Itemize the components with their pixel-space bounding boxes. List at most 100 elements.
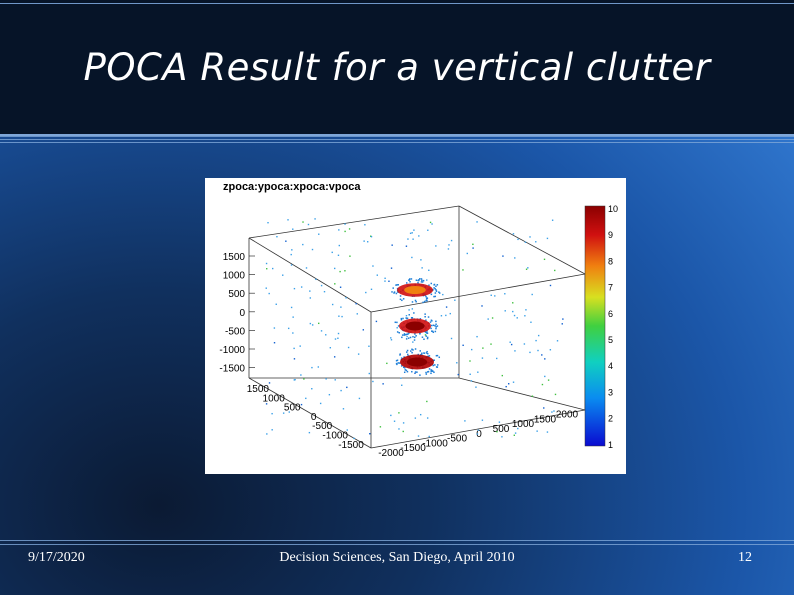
cluster-halo-point xyxy=(435,327,437,330)
cluster-halo-point xyxy=(432,331,435,334)
cluster-halo-point xyxy=(397,325,400,327)
cluster-halo-point xyxy=(400,317,403,320)
scatter-point xyxy=(323,290,326,293)
cluster-halo-point xyxy=(406,317,409,320)
scatter-point xyxy=(328,393,331,396)
scatter-point xyxy=(445,306,448,308)
color-scale-tick-label: 10 xyxy=(608,204,618,214)
cluster-halo-point xyxy=(394,321,397,324)
cluster-center xyxy=(404,285,426,295)
scatter-point xyxy=(549,284,552,287)
cluster-halo-point xyxy=(426,350,428,353)
scatter-point xyxy=(357,353,360,355)
y-tick-label: -500 xyxy=(312,421,332,432)
cluster-halo-point xyxy=(405,351,408,353)
color-scale-tick-label: 2 xyxy=(608,414,613,424)
scatter-point xyxy=(537,349,539,352)
scatter-point xyxy=(291,249,293,251)
scatter-point xyxy=(402,422,405,424)
scatter-point xyxy=(494,295,496,297)
cluster-halo-point xyxy=(412,335,414,338)
cluster-halo-point xyxy=(407,353,409,356)
cluster-halo-point xyxy=(425,352,428,354)
cluster-halo-point xyxy=(431,330,434,333)
cluster-halo-point xyxy=(403,356,405,358)
scatter-point xyxy=(551,411,553,413)
y-tick-label: 1000 xyxy=(263,393,286,404)
cluster-halo-point xyxy=(398,362,401,364)
cluster-halo-point xyxy=(426,297,428,299)
scatter-point xyxy=(331,303,334,306)
scatter-point xyxy=(426,417,429,419)
poca-3d-scatter-chart: zpoca:ypoca:xpoca:vpoca 150010005000-500… xyxy=(219,181,618,459)
scatter-point xyxy=(370,288,373,291)
scatter-point xyxy=(337,332,340,335)
scatter-point xyxy=(429,221,432,224)
cluster-halo-point xyxy=(420,278,423,280)
scatter-point xyxy=(290,253,292,256)
cluster-halo-point xyxy=(425,295,427,298)
scatter-point xyxy=(390,414,392,417)
scatter-point xyxy=(390,267,393,269)
scatter-point xyxy=(447,248,450,250)
scatter-point xyxy=(547,379,550,381)
scatter-point xyxy=(554,269,556,272)
scatter-point xyxy=(472,243,474,246)
scatter-point xyxy=(292,316,294,318)
cluster-halo-point xyxy=(427,370,430,373)
scatter-point xyxy=(512,310,514,313)
scatter-point xyxy=(514,432,517,434)
scatter-point xyxy=(268,292,270,295)
scatter-point xyxy=(300,286,303,288)
cluster-halo-point xyxy=(401,334,404,336)
scatter-point xyxy=(406,335,408,338)
scatter-point xyxy=(411,308,414,310)
scatter-point xyxy=(543,407,545,409)
scatter-point xyxy=(498,421,501,423)
scatter-point xyxy=(562,318,564,320)
color-scale-ticks: 10 9 8 7 6 5 4 3 2 1 xyxy=(608,204,618,450)
cluster-halo-point xyxy=(435,289,437,291)
scatter-point xyxy=(314,218,316,220)
cluster-halo-point xyxy=(430,372,432,375)
scatter-point xyxy=(409,232,412,235)
cluster-halo-point xyxy=(426,337,429,340)
scatter-point xyxy=(356,313,358,315)
scatter-point xyxy=(553,410,555,412)
cluster-halo-point xyxy=(395,362,398,365)
scatter-point xyxy=(339,286,342,288)
cluster-halo-point xyxy=(425,371,427,374)
scatter-point xyxy=(476,433,479,435)
scatter-point xyxy=(339,270,341,273)
x-tick-label: -1000 xyxy=(422,438,448,449)
scatter-point xyxy=(442,293,444,296)
cluster-halo-point xyxy=(409,336,412,339)
scatter-point xyxy=(428,269,430,272)
x-tick-label: 1000 xyxy=(512,419,535,430)
scatter-point xyxy=(305,397,307,400)
scatter-point xyxy=(417,435,420,437)
cluster-halo-point xyxy=(426,300,428,302)
cluster-halo-point xyxy=(393,292,395,294)
cluster-halo-point xyxy=(433,371,435,373)
scatter-point xyxy=(266,433,268,435)
cluster-halo-point xyxy=(427,355,430,358)
scatter-point xyxy=(344,270,346,272)
scatter-point xyxy=(299,345,301,347)
scatter-point xyxy=(375,320,378,323)
scatter-point xyxy=(334,338,337,340)
slide-title: POCA Result for a vertical clutter xyxy=(83,46,711,89)
scatter-point xyxy=(287,327,290,330)
scatter-point xyxy=(282,412,285,414)
scatter-point xyxy=(476,335,478,338)
color-scale-tick-label: 9 xyxy=(608,230,613,240)
cluster-halo-point xyxy=(433,359,435,362)
cluster-center xyxy=(406,357,428,367)
cluster-halo-point xyxy=(425,335,427,337)
scatter-point xyxy=(308,431,311,434)
cluster-halo-point xyxy=(421,281,424,283)
cluster-halo-point xyxy=(422,279,425,282)
cluster-halo-point xyxy=(406,349,409,352)
scatter-point xyxy=(496,357,498,360)
scatter-point xyxy=(412,238,414,240)
